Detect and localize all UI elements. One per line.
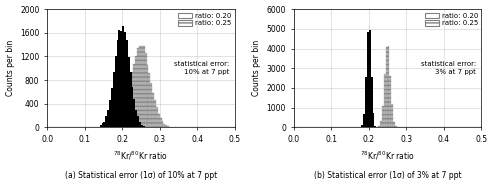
Bar [116,40,118,127]
Bar [104,122,106,127]
Bar [130,72,132,127]
Legend: ratio: 0.20, ratio: 0.25: ratio: 0.20, ratio: 0.25 [177,11,233,27]
Bar [136,110,137,127]
Bar [158,114,160,127]
Y-axis label: Counts per bin: Counts per bin [5,40,15,96]
Bar [126,40,128,127]
Bar [111,88,113,127]
Bar [165,125,167,127]
Bar [387,46,389,127]
Bar [386,47,387,127]
Bar [389,76,391,127]
Bar [156,106,158,127]
Bar [102,124,104,127]
Bar [365,77,367,127]
Bar [143,46,145,127]
Bar [113,126,115,127]
Bar [137,48,139,127]
Bar [118,122,120,127]
Bar [382,106,384,127]
Y-axis label: Counts per bin: Counts per bin [252,40,261,96]
Bar [118,30,120,127]
Bar [136,56,137,127]
Bar [107,110,109,127]
Bar [109,100,111,127]
Bar [137,116,139,127]
Bar [130,82,132,127]
Bar [134,99,136,127]
Bar [374,126,376,127]
Bar [111,126,113,127]
Bar [124,32,126,127]
Bar [146,65,148,127]
Bar [150,83,152,127]
Bar [141,125,143,127]
Bar [167,126,169,127]
Bar [132,72,134,127]
Text: (a) Statistical error (1σ) of 10% at 7 ppt: (a) Statistical error (1σ) of 10% at 7 p… [65,171,217,180]
Bar [384,74,386,127]
Bar [115,56,116,127]
Bar [139,46,141,127]
Bar [361,125,363,127]
Bar [98,126,100,127]
Bar [160,118,162,127]
Bar [128,93,130,127]
Bar [378,126,380,127]
Bar [124,108,126,127]
Bar [132,88,134,127]
Bar [139,122,141,127]
Bar [122,113,124,127]
Bar [143,126,145,127]
Bar [134,64,136,127]
Bar [393,122,395,127]
Bar [164,124,165,127]
Bar [391,104,393,127]
Bar [141,46,143,127]
Text: (b) Statistical error (1σ) of 3% at 7 ppt: (b) Statistical error (1σ) of 3% at 7 pp… [314,171,461,180]
Bar [122,26,124,127]
Bar [380,121,382,127]
X-axis label: $^{78}$Kr/$^{80}$$^{ }$Kr ratio: $^{78}$Kr/$^{80}$$^{ }$Kr ratio [360,150,415,162]
Bar [116,123,118,127]
Bar [162,121,164,127]
Text: statistical error:
10% at 7 ppt: statistical error: 10% at 7 ppt [174,61,229,75]
Bar [363,114,365,127]
Bar [371,77,373,127]
Bar [145,54,146,127]
Bar [367,32,369,127]
Bar [128,58,130,127]
X-axis label: $^{78}$Kr/$^{80}$$^{ }$Kr ratio: $^{78}$Kr/$^{80}$$^{ }$Kr ratio [113,150,169,162]
Bar [120,117,122,127]
Text: statistical error:
3% at 7 ppt: statistical error: 3% at 7 ppt [421,61,476,75]
Bar [120,31,122,127]
Legend: ratio: 0.20, ratio: 0.25: ratio: 0.20, ratio: 0.25 [423,11,479,27]
Bar [100,125,102,127]
Bar [113,72,115,127]
Bar [106,116,107,127]
Bar [152,93,154,127]
Bar [148,73,150,127]
Bar [373,113,374,127]
Bar [395,126,397,127]
Bar [169,126,171,127]
Bar [154,100,156,127]
Bar [126,99,128,127]
Bar [369,30,371,127]
Bar [115,125,116,127]
